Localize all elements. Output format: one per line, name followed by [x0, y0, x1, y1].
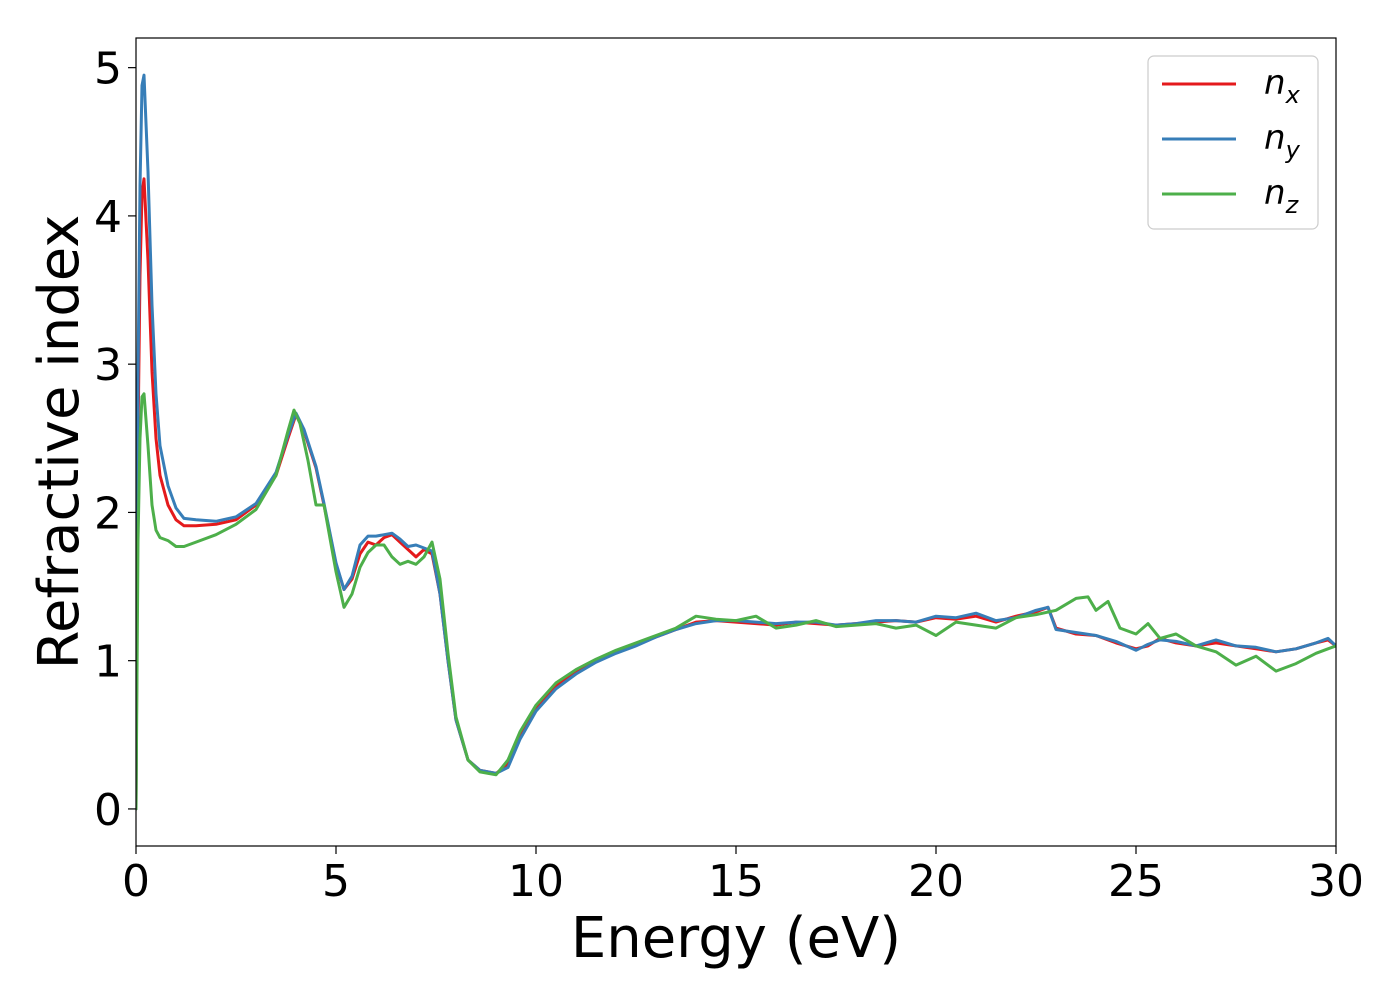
- y-tick-label: 5: [94, 44, 122, 95]
- x-tick-label: 25: [1108, 856, 1164, 907]
- y-tick-label: 2: [94, 488, 122, 539]
- x-tick-label: 5: [322, 856, 350, 907]
- legend-label: nx: [1264, 63, 1301, 109]
- ticks-layer: 0 5 10 15 20 25 30 0 1 2 3 4 5: [94, 44, 1364, 907]
- series-line-n-z: [136, 392, 1336, 811]
- y-tick-label: 1: [94, 637, 122, 688]
- x-tick-label: 0: [122, 856, 150, 907]
- y-axis-title: Refractive index: [27, 215, 92, 670]
- x-tick-label: 10: [508, 856, 564, 907]
- legend-box: [1147, 55, 1319, 230]
- y-tick-label: 4: [94, 192, 122, 243]
- x-tick-label: 15: [708, 856, 764, 907]
- x-axis-title: Energy (eV): [571, 906, 901, 971]
- series-layer: [136, 73, 1336, 811]
- y-tick-label: 0: [94, 785, 122, 836]
- series-line-n-y: [136, 73, 1336, 811]
- x-tick-label: 30: [1308, 856, 1364, 907]
- y-tick-label: 3: [94, 340, 122, 391]
- x-tick-label: 20: [908, 856, 964, 907]
- series-line-n-x: [136, 177, 1336, 811]
